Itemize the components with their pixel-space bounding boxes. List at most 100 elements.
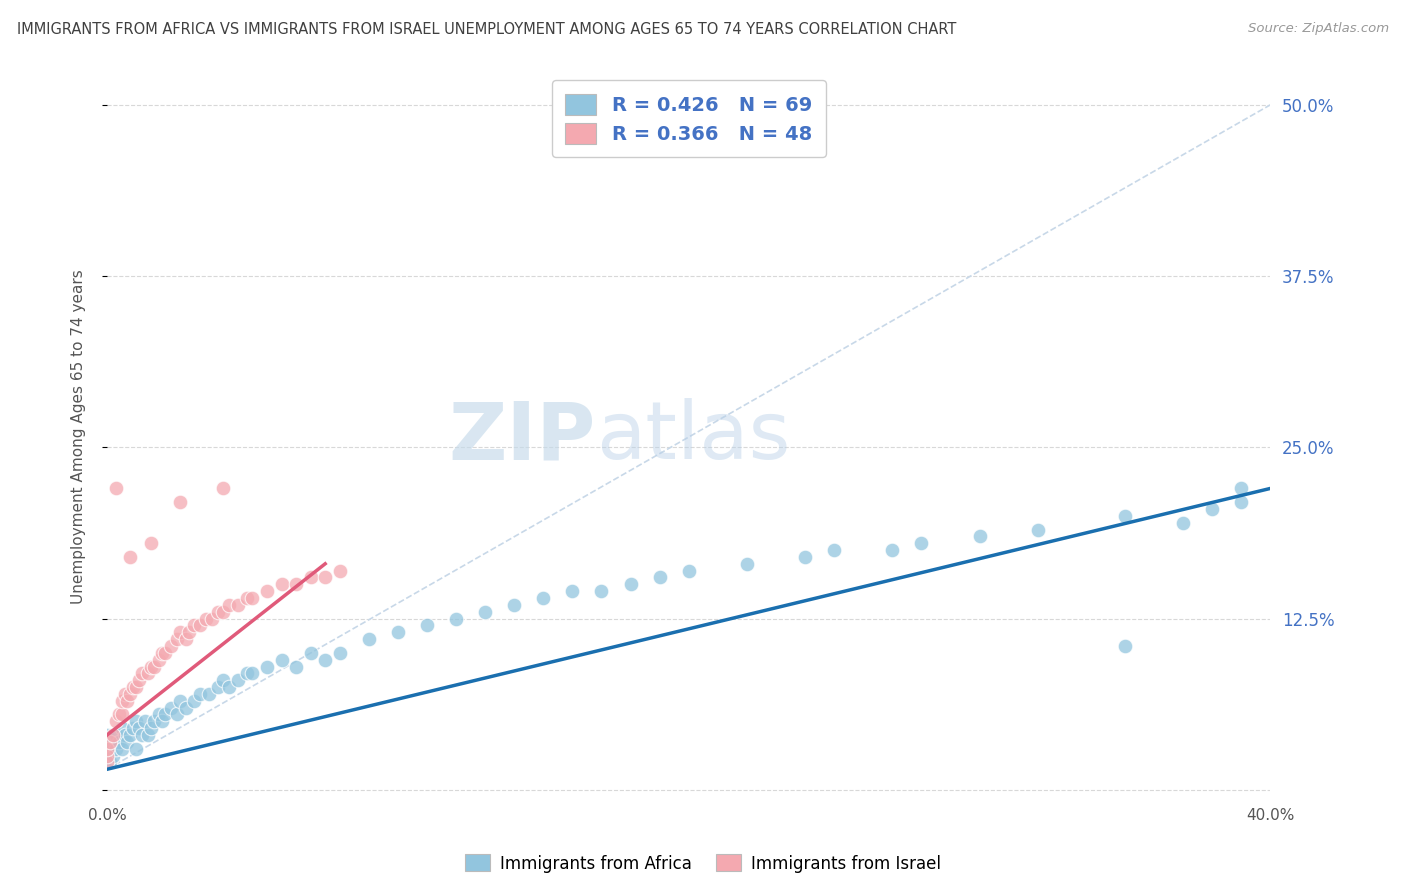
- Text: ZIP: ZIP: [449, 398, 596, 476]
- Point: [96, 756, 118, 770]
- Point: [1026, 523, 1049, 537]
- Point: [201, 611, 224, 625]
- Point: [104, 728, 127, 742]
- Point: [218, 598, 240, 612]
- Point: [122, 680, 145, 694]
- Point: [107, 735, 129, 749]
- Point: [96, 741, 118, 756]
- Point: [136, 728, 159, 742]
- Point: [114, 728, 136, 742]
- Point: [357, 632, 380, 647]
- Point: [1171, 516, 1194, 530]
- Point: [387, 625, 409, 640]
- Point: [416, 618, 439, 632]
- Point: [299, 570, 322, 584]
- Point: [183, 694, 205, 708]
- Point: [212, 673, 235, 688]
- Point: [226, 673, 249, 688]
- Point: [169, 625, 191, 640]
- Point: [104, 714, 127, 729]
- Point: [148, 653, 170, 667]
- Legend: R = 0.426   N = 69, R = 0.366   N = 48: R = 0.426 N = 69, R = 0.366 N = 48: [551, 80, 825, 157]
- Point: [794, 549, 817, 564]
- Point: [150, 646, 173, 660]
- Text: IMMIGRANTS FROM AFRICA VS IMMIGRANTS FROM ISRAEL UNEMPLOYMENT AMONG AGES 65 TO 7: IMMIGRANTS FROM AFRICA VS IMMIGRANTS FRO…: [17, 22, 956, 37]
- Point: [125, 680, 148, 694]
- Point: [474, 605, 496, 619]
- Y-axis label: Unemployment Among Ages 65 to 74 years: Unemployment Among Ages 65 to 74 years: [72, 269, 86, 605]
- Point: [155, 707, 177, 722]
- Point: [174, 700, 197, 714]
- Point: [329, 564, 352, 578]
- Point: [139, 536, 162, 550]
- Point: [183, 618, 205, 632]
- Point: [174, 632, 197, 647]
- Point: [285, 659, 308, 673]
- Point: [256, 584, 278, 599]
- Point: [270, 653, 292, 667]
- Point: [648, 570, 671, 584]
- Point: [96, 756, 118, 770]
- Point: [134, 714, 156, 729]
- Point: [1114, 508, 1136, 523]
- Point: [270, 577, 292, 591]
- Point: [212, 605, 235, 619]
- Point: [329, 646, 352, 660]
- Point: [131, 728, 153, 742]
- Point: [107, 707, 129, 722]
- Point: [117, 735, 139, 749]
- Point: [148, 707, 170, 722]
- Point: [235, 591, 257, 605]
- Point: [314, 570, 336, 584]
- Point: [591, 584, 613, 599]
- Point: [96, 748, 118, 763]
- Point: [177, 625, 200, 640]
- Point: [117, 694, 139, 708]
- Point: [256, 659, 278, 673]
- Point: [235, 666, 257, 681]
- Point: [969, 529, 991, 543]
- Point: [120, 687, 142, 701]
- Point: [110, 721, 132, 735]
- Text: Source: ZipAtlas.com: Source: ZipAtlas.com: [1249, 22, 1389, 36]
- Point: [194, 611, 217, 625]
- Point: [110, 741, 132, 756]
- Point: [285, 577, 308, 591]
- Point: [882, 543, 904, 558]
- Point: [128, 721, 150, 735]
- Point: [823, 543, 845, 558]
- Point: [299, 646, 322, 660]
- Point: [104, 741, 127, 756]
- Point: [104, 482, 127, 496]
- Point: [98, 756, 121, 770]
- Point: [1114, 639, 1136, 653]
- Point: [120, 549, 142, 564]
- Point: [142, 714, 165, 729]
- Point: [1230, 482, 1253, 496]
- Point: [160, 700, 183, 714]
- Point: [110, 694, 132, 708]
- Point: [131, 666, 153, 681]
- Text: atlas: atlas: [596, 398, 790, 476]
- Point: [314, 653, 336, 667]
- Point: [1230, 495, 1253, 509]
- Point: [207, 605, 229, 619]
- Point: [150, 714, 173, 729]
- Point: [166, 707, 188, 722]
- Point: [444, 611, 467, 625]
- Point: [218, 680, 240, 694]
- Point: [169, 694, 191, 708]
- Point: [114, 687, 136, 701]
- Point: [242, 666, 264, 681]
- Point: [142, 659, 165, 673]
- Point: [139, 721, 162, 735]
- Point: [169, 495, 191, 509]
- Point: [136, 666, 159, 681]
- Point: [120, 728, 142, 742]
- Point: [531, 591, 554, 605]
- Point: [110, 707, 132, 722]
- Point: [242, 591, 264, 605]
- Point: [198, 687, 221, 701]
- Point: [188, 618, 211, 632]
- Point: [125, 714, 148, 729]
